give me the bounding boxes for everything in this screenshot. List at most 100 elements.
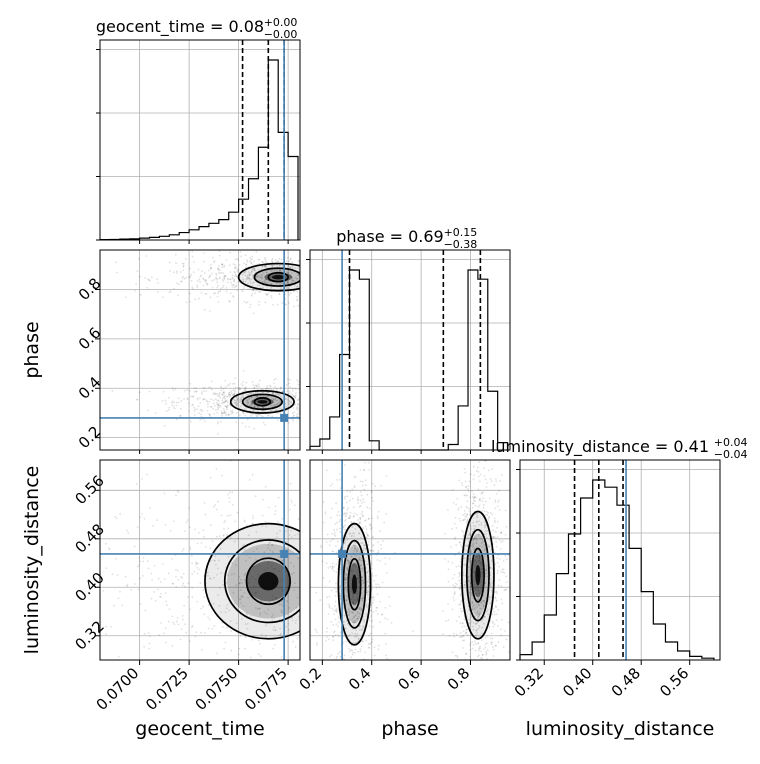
sample-point (253, 269, 256, 271)
sample-point (351, 393, 353, 395)
sample-point (251, 289, 254, 292)
contour-level-0 (337, 522, 372, 646)
sample-point (250, 404, 253, 407)
sample-point (431, 279, 433, 281)
sample-point (369, 643, 371, 645)
sample-point (365, 603, 368, 606)
sample-point (333, 280, 335, 282)
sample-point (272, 408, 274, 411)
sample-point (231, 412, 234, 414)
sample-point (403, 596, 405, 598)
sample-point (375, 606, 378, 609)
sample-point (352, 280, 354, 282)
sample-point (230, 630, 232, 633)
sample-point (477, 586, 480, 589)
sample-point (292, 395, 295, 397)
sample-point (273, 270, 276, 272)
sample-point (461, 484, 464, 487)
sample-point (348, 613, 351, 616)
sample-point (346, 512, 349, 515)
sample-point (320, 733, 322, 735)
sample-point (492, 529, 495, 532)
sample-point (499, 547, 502, 550)
sample-point (447, 580, 450, 583)
sample-point (465, 516, 468, 518)
sample-point (367, 535, 370, 538)
sample-point (320, 399, 322, 401)
sample-point (289, 508, 291, 511)
sample-point (365, 443, 367, 445)
sample-point (264, 423, 267, 426)
sample-point (391, 264, 393, 266)
sample-point (181, 550, 184, 553)
sample-point (279, 412, 282, 414)
sample-point (218, 631, 221, 634)
histogram-phase (309, 269, 509, 451)
sample-point (313, 279, 315, 281)
sample-point (231, 276, 234, 279)
sample-point (361, 599, 364, 602)
sample-point (346, 279, 348, 281)
sample-point (138, 556, 141, 559)
sample-point (324, 296, 326, 298)
sample-point (480, 571, 483, 574)
sample-point (316, 271, 318, 273)
sample-point (315, 271, 317, 273)
sample-point (337, 616, 340, 619)
sample-point (289, 275, 292, 278)
sample-point (356, 270, 358, 272)
sample-point (239, 635, 242, 637)
sample-point (344, 587, 347, 590)
sample-point (358, 580, 361, 583)
sample-point (409, 593, 411, 595)
sample-point (94, 661, 96, 663)
sample-point (303, 274, 305, 276)
sample-point (314, 608, 316, 610)
sample-point (253, 387, 256, 390)
sample-point (377, 604, 379, 606)
sample-point (156, 278, 159, 281)
sample-point (505, 638, 508, 641)
sample-point (135, 283, 138, 286)
sample-point (477, 557, 480, 560)
sample-point (357, 612, 360, 614)
sample-point (215, 393, 217, 396)
sample-point (168, 291, 171, 294)
sample-point (273, 264, 276, 267)
sample-point (350, 565, 353, 568)
sample-point (463, 549, 466, 552)
sample-point (459, 593, 462, 596)
sample-point (348, 561, 351, 563)
sample-point (347, 517, 350, 520)
sample-point (481, 620, 483, 623)
sample-point (315, 631, 318, 633)
sample-point (354, 544, 356, 547)
sample-point (350, 579, 353, 582)
sample-point (169, 529, 172, 532)
sample-point (308, 271, 310, 273)
sample-point (344, 495, 347, 498)
sample-point (481, 657, 483, 660)
sample-point (479, 647, 482, 650)
sample-point (361, 559, 364, 562)
sample-point (167, 572, 170, 575)
sample-point (174, 253, 177, 256)
sample-point (376, 559, 379, 561)
sample-point (339, 473, 341, 475)
sample-point (268, 280, 271, 283)
sample-point (384, 556, 387, 559)
sample-point (292, 280, 294, 282)
sample-point (248, 276, 250, 279)
sample-point (395, 557, 397, 559)
sample-point (326, 393, 328, 395)
sample-point (415, 578, 417, 580)
sample-point (480, 603, 483, 606)
sample-point (492, 535, 495, 538)
sample-point (450, 545, 452, 548)
sample-point (295, 392, 297, 394)
sample-point (354, 648, 357, 651)
sample-point (329, 279, 331, 281)
sample-point (494, 530, 497, 533)
sample-point (222, 387, 225, 390)
sample-point (475, 513, 477, 515)
